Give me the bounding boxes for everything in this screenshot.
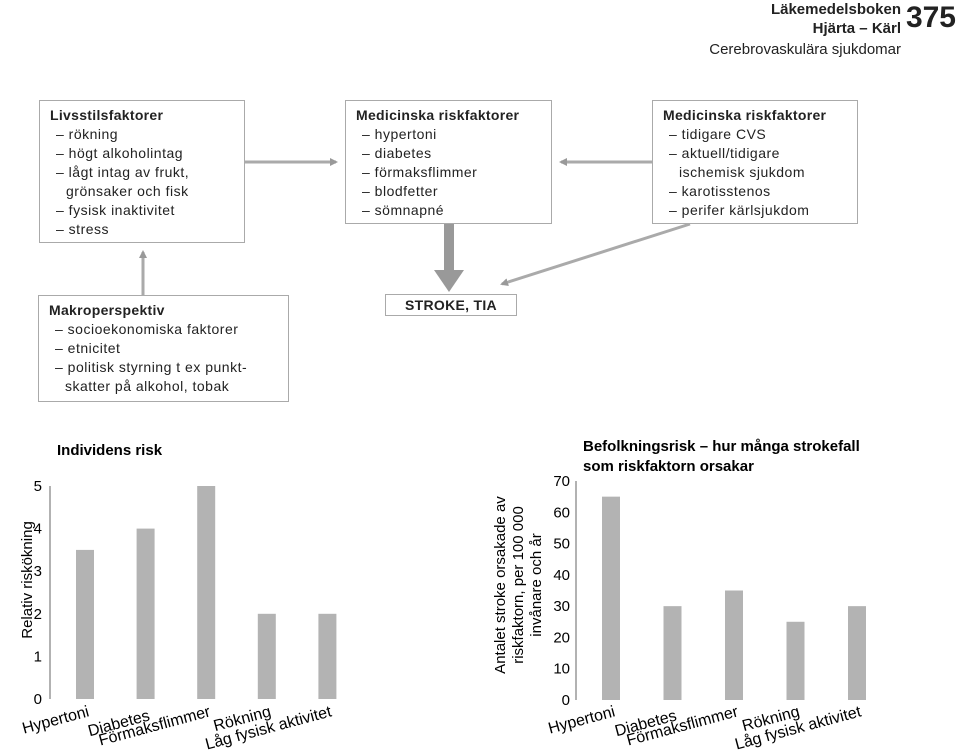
bar (76, 549, 94, 699)
chart-title: Befolkningsrisk – hur många strokefall (583, 438, 860, 455)
box-title: STROKE, TIA (405, 297, 497, 313)
chart-title: Individens risk (57, 442, 163, 459)
box-item: – förmaksflimmer (362, 164, 478, 180)
box-item: – fysisk inaktivitet (56, 202, 175, 218)
y-tick-label: 70 (553, 473, 570, 490)
arrow (500, 222, 691, 286)
x-tick-label: Hypertoni (546, 703, 617, 737)
y-label: Antalet stroke orsakade av (492, 496, 509, 674)
y-label: invånare och år (528, 533, 545, 636)
y-tick-label: 5 (34, 478, 42, 495)
box-item: – perifer kärlsjukdom (669, 202, 810, 218)
box-item: – diabetes (362, 145, 432, 161)
y-tick-label: 1 (34, 648, 42, 665)
bar (848, 606, 866, 700)
bar (197, 486, 216, 699)
thick-arrow-head (434, 270, 464, 292)
arrows (139, 158, 691, 295)
chart-title: som riskfaktorn orsakar (583, 458, 754, 475)
y-tick-label: 40 (553, 567, 570, 584)
header-book: Läkemedelsboken (770, 1, 901, 18)
header-section: Hjärta – Kärl (812, 20, 901, 37)
bar (602, 496, 620, 700)
bar (663, 606, 682, 700)
box-item: – etnicitet (55, 340, 121, 356)
box-item: – hypertoni (362, 126, 437, 142)
page-number: 375 (905, 1, 956, 34)
y-tick-label: 3 (34, 563, 42, 580)
box-title: Medicinska riskfaktorer (356, 107, 520, 123)
bar (257, 613, 276, 699)
y-tick-label: 0 (562, 692, 570, 709)
box-title: Livsstilsfaktorer (50, 107, 164, 123)
bar (725, 590, 743, 700)
y-tick-label: 10 (553, 661, 570, 678)
box-item: – tidigare CVS (669, 126, 767, 142)
box-item: – sömnapné (362, 202, 445, 218)
flow-box: Medicinska riskfaktorer – hypertoni – diab… (345, 100, 552, 224)
box-item: – socioekonomiska faktorer (55, 321, 239, 337)
flow-box: Medicinska riskfaktorer – tidigare CVS – a… (652, 100, 858, 224)
flow-box: Livsstilsfaktorer – rökning – högt alkohol… (39, 100, 245, 243)
y-tick-label: 30 (553, 598, 570, 615)
y-tick-label: 0 (34, 691, 42, 708)
bar (318, 613, 337, 699)
y-tick-label: 50 (553, 536, 570, 553)
y-label: riskfaktorn, per 100 000 (510, 506, 527, 664)
thick-arrow (444, 224, 454, 272)
header-chapter: Cerebrovaskulära sjukdomar (709, 41, 901, 58)
box-item: – rökning (56, 126, 119, 142)
y-tick-label: 60 (553, 504, 570, 521)
box-item: – karotisstenos (669, 183, 771, 199)
box-item: – blodfetter (362, 183, 439, 199)
y-label: Relativ riskökning (19, 521, 36, 639)
box-item: – högt alkoholintag (56, 145, 184, 161)
box-item: – politisk styrning t ex punkt-skatter p… (55, 359, 248, 394)
bar (786, 621, 805, 700)
box-item: – lågt intag av frukt, grönsaker och fis… (56, 164, 190, 199)
flow-box: Makroperspektiv – socioekonomiska faktore… (38, 295, 289, 402)
y-tick-label: 20 (553, 629, 570, 646)
box-title: Makroperspektiv (49, 302, 165, 318)
flow-box: STROKE, TIA (385, 294, 517, 316)
y-tick-label: 2 (34, 606, 42, 623)
bar (136, 528, 155, 699)
x-tick-label: Hypertoni (20, 703, 91, 737)
box-item: – stress (56, 221, 110, 237)
y-tick-label: 4 (34, 521, 42, 538)
box-item: – aktuell/tidigare ischemisk sjukdom (669, 145, 805, 180)
box-title: Medicinska riskfaktorer (663, 107, 827, 123)
